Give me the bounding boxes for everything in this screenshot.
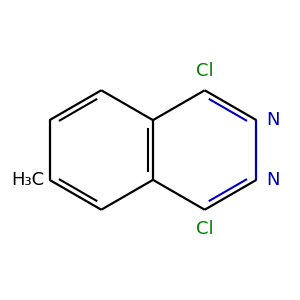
Text: Cl: Cl	[196, 62, 214, 80]
Text: Cl: Cl	[196, 220, 214, 238]
Text: N: N	[266, 171, 280, 189]
Text: N: N	[266, 111, 280, 129]
Text: H₃C: H₃C	[12, 171, 45, 189]
